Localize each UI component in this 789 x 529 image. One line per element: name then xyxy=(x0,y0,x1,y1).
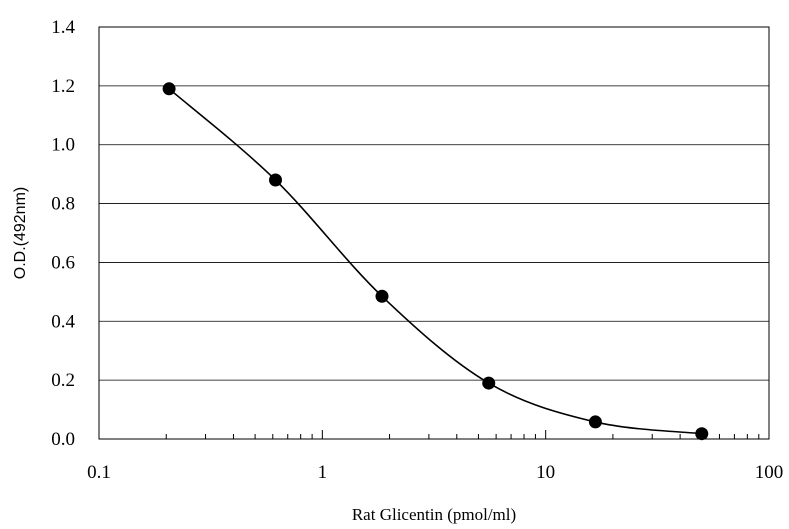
x-tick-label: 1 xyxy=(318,462,328,483)
data-points xyxy=(162,82,709,441)
y-tick-label: 1.2 xyxy=(51,76,75,97)
x-tick-label: 100 xyxy=(755,462,784,483)
y-tick-label: 0.0 xyxy=(51,429,75,450)
plot-area-frame xyxy=(98,26,770,440)
data-point xyxy=(268,173,282,187)
fitted-curve xyxy=(168,88,702,435)
data-point xyxy=(695,427,709,441)
y-tick-label: 1.4 xyxy=(51,17,75,38)
gridlines xyxy=(99,85,769,381)
y-tick-label: 1.0 xyxy=(51,135,75,156)
x-axis-minor-ticks xyxy=(98,430,770,439)
x-tick-label: 10 xyxy=(536,462,555,483)
x-axis-tick-labels: 0.1 1 10 100 xyxy=(87,462,783,483)
x-axis-title: Rat Glicentin (pmol/ml) xyxy=(352,505,516,524)
y-tick-label: 0.2 xyxy=(51,370,75,391)
y-axis-tick-labels: 0.0 0.2 0.4 0.6 0.8 1.0 1.2 1.4 xyxy=(51,17,75,450)
data-point xyxy=(588,415,602,429)
y-tick-label: 0.8 xyxy=(51,194,75,215)
data-point xyxy=(162,82,176,96)
y-axis-title: O.D.(492nm) xyxy=(12,187,29,279)
data-point xyxy=(375,289,389,303)
data-point xyxy=(482,376,496,390)
y-tick-label: 0.4 xyxy=(51,311,75,332)
y-tick-label: 0.6 xyxy=(51,252,75,273)
x-tick-label: 0.1 xyxy=(87,462,111,483)
